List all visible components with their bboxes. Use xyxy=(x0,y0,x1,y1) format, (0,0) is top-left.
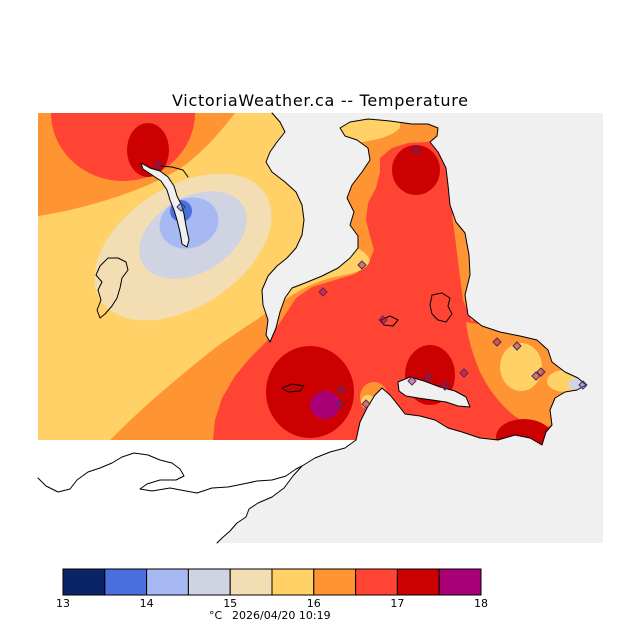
legend-swatch xyxy=(271,568,315,596)
legend-swatch xyxy=(313,568,357,596)
map-timestamp: 2026/04/20 10:19 xyxy=(232,609,331,622)
weather-station-marker xyxy=(176,202,186,212)
weather-station-marker xyxy=(411,145,421,155)
legend-tick-label: 16 xyxy=(307,597,321,610)
temp-zone-17-17.5-northwest xyxy=(127,123,169,177)
weather-station-marker xyxy=(440,381,450,391)
legend-swatch xyxy=(146,568,189,596)
outside-data-area xyxy=(38,440,356,543)
lake-outline-east xyxy=(429,292,453,323)
temperature-legend: 13 14 15 16 17 18 xyxy=(56,568,488,610)
weather-station-marker xyxy=(512,341,522,351)
legend-swatch xyxy=(438,568,482,596)
legend-swatch xyxy=(187,568,231,596)
weather-stations xyxy=(153,145,588,409)
legend-tick-label: 17 xyxy=(390,597,404,610)
legend-tick-label: 13 xyxy=(56,597,70,610)
legend-swatch xyxy=(355,568,398,596)
coastline-south-east xyxy=(216,439,357,544)
weather-station-marker xyxy=(335,399,345,409)
temp-zone-15.5-16-southeast xyxy=(500,343,542,391)
weather-station-marker xyxy=(153,160,163,170)
weather-station-marker xyxy=(531,371,541,381)
island-outline-west xyxy=(95,257,129,319)
weather-station-marker xyxy=(423,372,433,382)
weather-station-marker xyxy=(536,367,546,377)
legend-tick-label: 15 xyxy=(223,597,237,610)
legend-swatch xyxy=(104,568,148,596)
temp-zone-16.5-17-northwest xyxy=(51,113,195,181)
harbour-inlet xyxy=(397,376,471,408)
weather-station-marker xyxy=(578,380,588,390)
inlet-branch xyxy=(159,165,189,178)
legend-swatch xyxy=(396,568,440,596)
weather-station-marker xyxy=(357,260,367,270)
weather-station-marker xyxy=(336,385,346,395)
temp-zone-17.5-18 xyxy=(310,391,340,419)
legend-swatch xyxy=(62,568,106,596)
coastline-main xyxy=(261,112,587,446)
weather-station-marker xyxy=(318,287,328,297)
weather-station-marker xyxy=(492,337,502,347)
weather-station-marker xyxy=(459,368,469,378)
map-title: VictoriaWeather.ca -- Temperature xyxy=(172,91,468,110)
legend-tick-label: 14 xyxy=(140,597,154,610)
legend-tick-label: 18 xyxy=(474,597,488,610)
temp-zone-17-17.5-north xyxy=(392,145,440,195)
weather-station-marker xyxy=(407,376,417,386)
weather-station-marker xyxy=(361,399,371,409)
coastline-south-shore xyxy=(37,452,303,494)
lake-outline-southwest xyxy=(281,383,305,393)
legend-swatch xyxy=(229,568,273,596)
weather-station-marker xyxy=(378,315,388,325)
legend-unit: °C xyxy=(209,609,223,622)
